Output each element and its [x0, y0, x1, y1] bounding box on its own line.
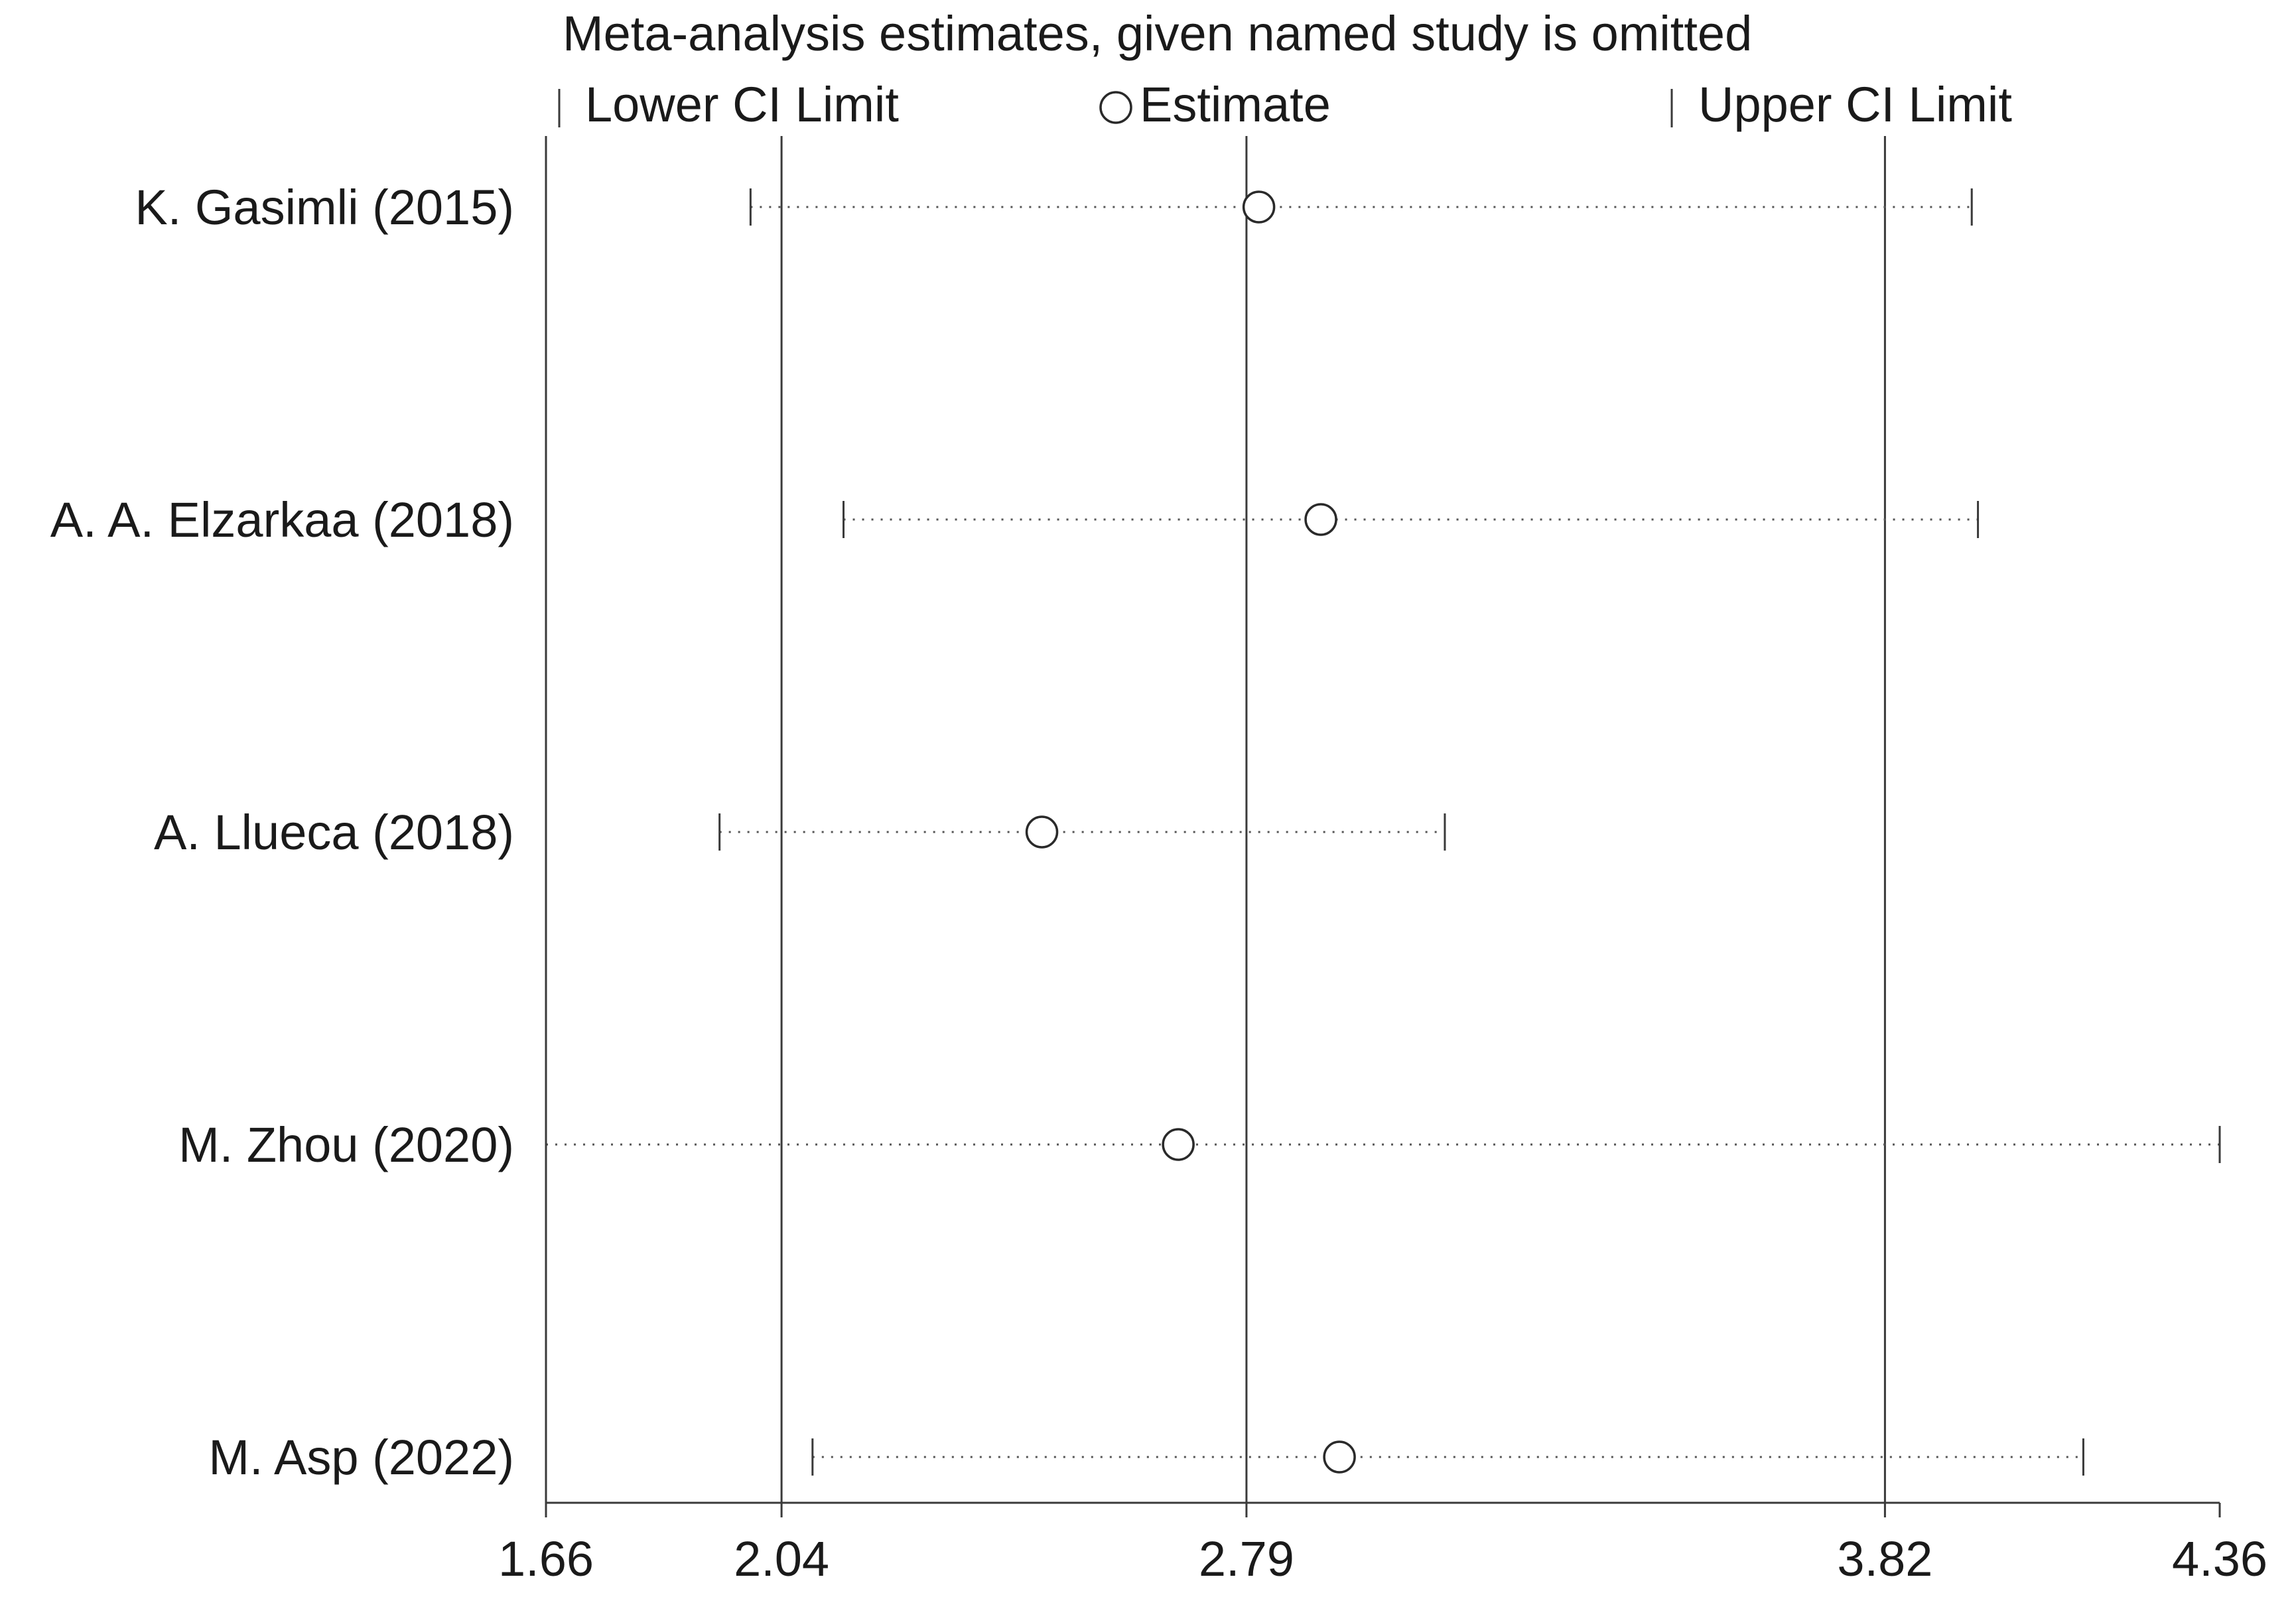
study-row: M. Zhou (2020): [178, 1117, 2221, 1172]
legend: Lower CI Limit Estimate Upper CI Limit: [558, 77, 2012, 132]
chart-title: Meta-analysis estimates, given named stu…: [563, 6, 1752, 61]
x-tick-label: 1.66: [498, 1531, 594, 1586]
study-row: K. Gasimli (2015): [135, 180, 1973, 235]
reference-lines: [545, 136, 1886, 1503]
study-row: A. A. Elzarkaa (2018): [50, 492, 1980, 547]
legend-upper-label: Upper CI Limit: [1698, 77, 2012, 132]
x-tick-label: 4.36: [2172, 1531, 2267, 1586]
estimate-marker: [1304, 503, 1337, 536]
legend-estimate-marker-icon: [1099, 91, 1132, 124]
legend-lower-label: Lower CI Limit: [585, 77, 899, 132]
study-rows: K. Gasimli (2015) A. A. Elzarkaa (2018) A.…: [50, 180, 2221, 1485]
estimate-marker: [1025, 815, 1059, 849]
x-axis-ticks: 1.66 2.04 2.79 3.82 4.36: [498, 1503, 2267, 1586]
estimate-marker: [1323, 1440, 1356, 1474]
study-label: A. Llueca (2018): [154, 805, 514, 860]
study-label: K. Gasimli (2015): [135, 180, 514, 235]
x-tick-label: 2.04: [734, 1531, 829, 1586]
study-row: M. Asp (2022): [208, 1430, 2084, 1485]
plot-area: K. Gasimli (2015) A. A. Elzarkaa (2018) A.…: [50, 136, 2267, 1586]
study-row: A. Llueca (2018): [154, 805, 1446, 860]
legend-estimate-label: Estimate: [1140, 77, 1331, 132]
x-tick-label: 2.79: [1199, 1531, 1294, 1586]
study-label: M. Asp (2022): [208, 1430, 514, 1485]
x-tick-label: 3.82: [1837, 1531, 1932, 1586]
study-label: A. A. Elzarkaa (2018): [50, 492, 514, 547]
study-label: M. Zhou (2020): [178, 1117, 514, 1172]
estimate-marker: [1242, 190, 1276, 224]
estimate-marker: [1162, 1128, 1195, 1161]
